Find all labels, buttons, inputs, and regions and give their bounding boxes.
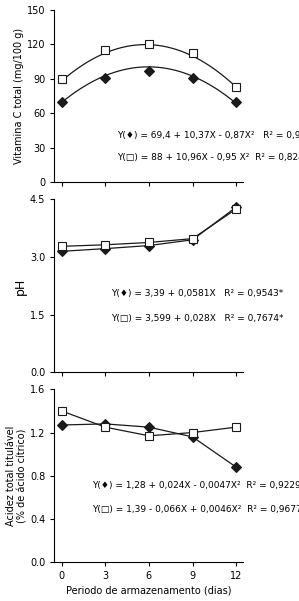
Y-axis label: pH: pH — [14, 277, 27, 294]
Y-axis label: Vitamina C total (mg/100 g): Vitamina C total (mg/100 g) — [14, 28, 24, 164]
Text: Y(□) = 88 + 10,96X - 0,95 X²  R² = 0,8241*: Y(□) = 88 + 10,96X - 0,95 X² R² = 0,8241… — [117, 153, 299, 162]
Text: Y(♦) = 1,28 + 0,024X - 0,0047X²  R² = 0,9229*: Y(♦) = 1,28 + 0,024X - 0,0047X² R² = 0,9… — [92, 481, 299, 490]
Text: Y(♦) = 69,4 + 10,37X - 0,87X²   R² = 0,9083*: Y(♦) = 69,4 + 10,37X - 0,87X² R² = 0,908… — [117, 130, 299, 139]
Y-axis label: Acidez total titulável
(% de ácido cítrico): Acidez total titulável (% de ácido cítri… — [6, 426, 27, 526]
Text: Y(♦) = 3,39 + 0,0581X   R² = 0,9543*: Y(♦) = 3,39 + 0,0581X R² = 0,9543* — [111, 289, 283, 298]
X-axis label: Periodo de armazenamento (dias): Periodo de armazenamento (dias) — [66, 585, 232, 596]
Text: Y(□) = 1,39 - 0,066X + 0,0046X²  R² = 0,9677*: Y(□) = 1,39 - 0,066X + 0,0046X² R² = 0,9… — [92, 505, 299, 514]
Text: Y(□) = 3,599 + 0,028X   R² = 0,7674*: Y(□) = 3,599 + 0,028X R² = 0,7674* — [111, 314, 283, 323]
